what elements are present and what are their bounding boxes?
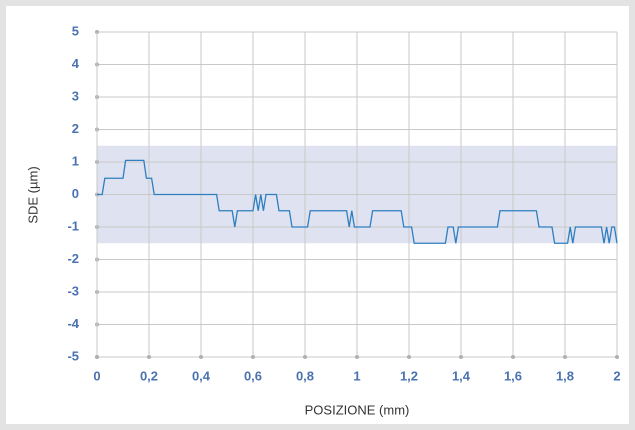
x-tick-label: 0,2 bbox=[140, 368, 158, 383]
y-tick-label: -1 bbox=[67, 218, 79, 233]
x-tick-label: 1 bbox=[353, 368, 360, 383]
y-tick-label: -3 bbox=[67, 283, 79, 298]
x-tick-label: 1,4 bbox=[452, 368, 471, 383]
y-tick-label: 2 bbox=[72, 121, 79, 136]
x-tick-mark bbox=[615, 355, 619, 359]
x-tick-label: 2 bbox=[613, 368, 620, 383]
x-tick-mark bbox=[407, 355, 411, 359]
x-tick-mark bbox=[563, 355, 567, 359]
y-tick-label: 3 bbox=[72, 88, 79, 103]
x-tick-mark bbox=[459, 355, 463, 359]
y-tick-label: 5 bbox=[72, 23, 79, 38]
x-tick-mark bbox=[199, 355, 203, 359]
y-tick-label: 0 bbox=[72, 186, 79, 201]
x-axis-label: POSIZIONE (mm) bbox=[305, 402, 410, 417]
data-line bbox=[97, 159, 618, 244]
x-tick-label: 0 bbox=[93, 368, 100, 383]
y-tick-label: -2 bbox=[67, 251, 79, 266]
x-tick-mark bbox=[355, 355, 359, 359]
x-tick-label: 1,6 bbox=[504, 368, 522, 383]
y-tick-label: 1 bbox=[72, 153, 79, 168]
y-tick-label: -4 bbox=[67, 316, 79, 331]
x-tick-mark bbox=[147, 355, 151, 359]
x-tick-mark bbox=[511, 355, 515, 359]
x-tick-mark bbox=[303, 355, 307, 359]
x-tick-mark bbox=[251, 355, 255, 359]
x-tick-mark bbox=[95, 355, 99, 359]
x-tick-label: 0,8 bbox=[296, 368, 314, 383]
y-tick-label: -5 bbox=[67, 348, 79, 363]
x-tick-label: 0,6 bbox=[244, 368, 262, 383]
x-tick-label: 0,4 bbox=[192, 368, 211, 383]
x-tick-label: 1,2 bbox=[400, 368, 418, 383]
y-axis-label: SDE (µm) bbox=[25, 166, 40, 223]
x-tick-label: 1,8 bbox=[556, 368, 574, 383]
y-tick-label: 4 bbox=[72, 56, 80, 71]
